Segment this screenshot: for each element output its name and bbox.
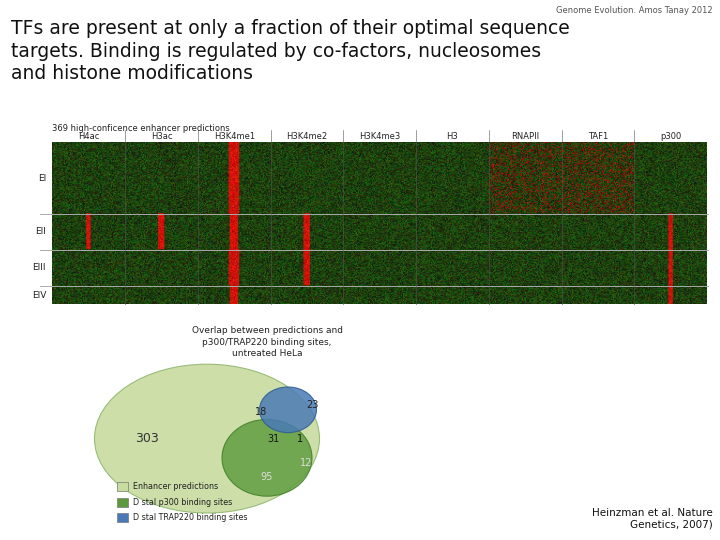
Text: 12: 12 <box>300 457 312 468</box>
Text: D stal p300 binding sites: D stal p300 binding sites <box>132 498 232 507</box>
Text: 23: 23 <box>306 400 318 410</box>
Text: 95: 95 <box>261 472 273 482</box>
Text: H3K4me3: H3K4me3 <box>359 132 400 141</box>
Text: TFs are present at only a fraction of their optimal sequence
targets. Binding is: TFs are present at only a fraction of th… <box>11 19 570 83</box>
Text: Heinzman et al. Nature
Genetics, 2007): Heinzman et al. Nature Genetics, 2007) <box>592 508 713 529</box>
Ellipse shape <box>222 420 312 496</box>
Text: p300: p300 <box>660 132 681 141</box>
Text: EIV: EIV <box>32 291 46 300</box>
Text: 369 high-conficence enhancer predictions: 369 high-conficence enhancer predictions <box>53 124 230 133</box>
Text: 18: 18 <box>255 407 267 417</box>
Ellipse shape <box>94 364 320 513</box>
Bar <box>117 482 128 491</box>
Text: H3K4me2: H3K4me2 <box>287 132 328 141</box>
Ellipse shape <box>259 387 317 433</box>
Text: H3: H3 <box>446 132 459 141</box>
Text: Genome Evolution. Amos Tanay 2012: Genome Evolution. Amos Tanay 2012 <box>556 6 713 16</box>
Text: EIII: EIII <box>32 264 46 272</box>
Text: H4ac: H4ac <box>78 132 99 141</box>
Text: H3K4me1: H3K4me1 <box>214 132 255 141</box>
Text: H3ac: H3ac <box>150 132 172 141</box>
Bar <box>117 514 128 522</box>
Text: D stal TRAP220 binding sites: D stal TRAP220 binding sites <box>132 514 247 522</box>
Text: TAF1: TAF1 <box>588 132 608 141</box>
Text: EI: EI <box>37 174 46 183</box>
Text: EII: EII <box>35 227 46 237</box>
Bar <box>117 498 128 507</box>
Text: Overlap between predictions and
p300/TRAP220 binding sites,
untreated HeLa: Overlap between predictions and p300/TRA… <box>192 326 343 359</box>
Text: 31: 31 <box>267 434 279 443</box>
Text: Enhancer predictions: Enhancer predictions <box>132 482 217 491</box>
Text: 1: 1 <box>297 434 303 443</box>
Text: 303: 303 <box>135 432 159 445</box>
Text: RNAPII: RNAPII <box>511 132 539 141</box>
